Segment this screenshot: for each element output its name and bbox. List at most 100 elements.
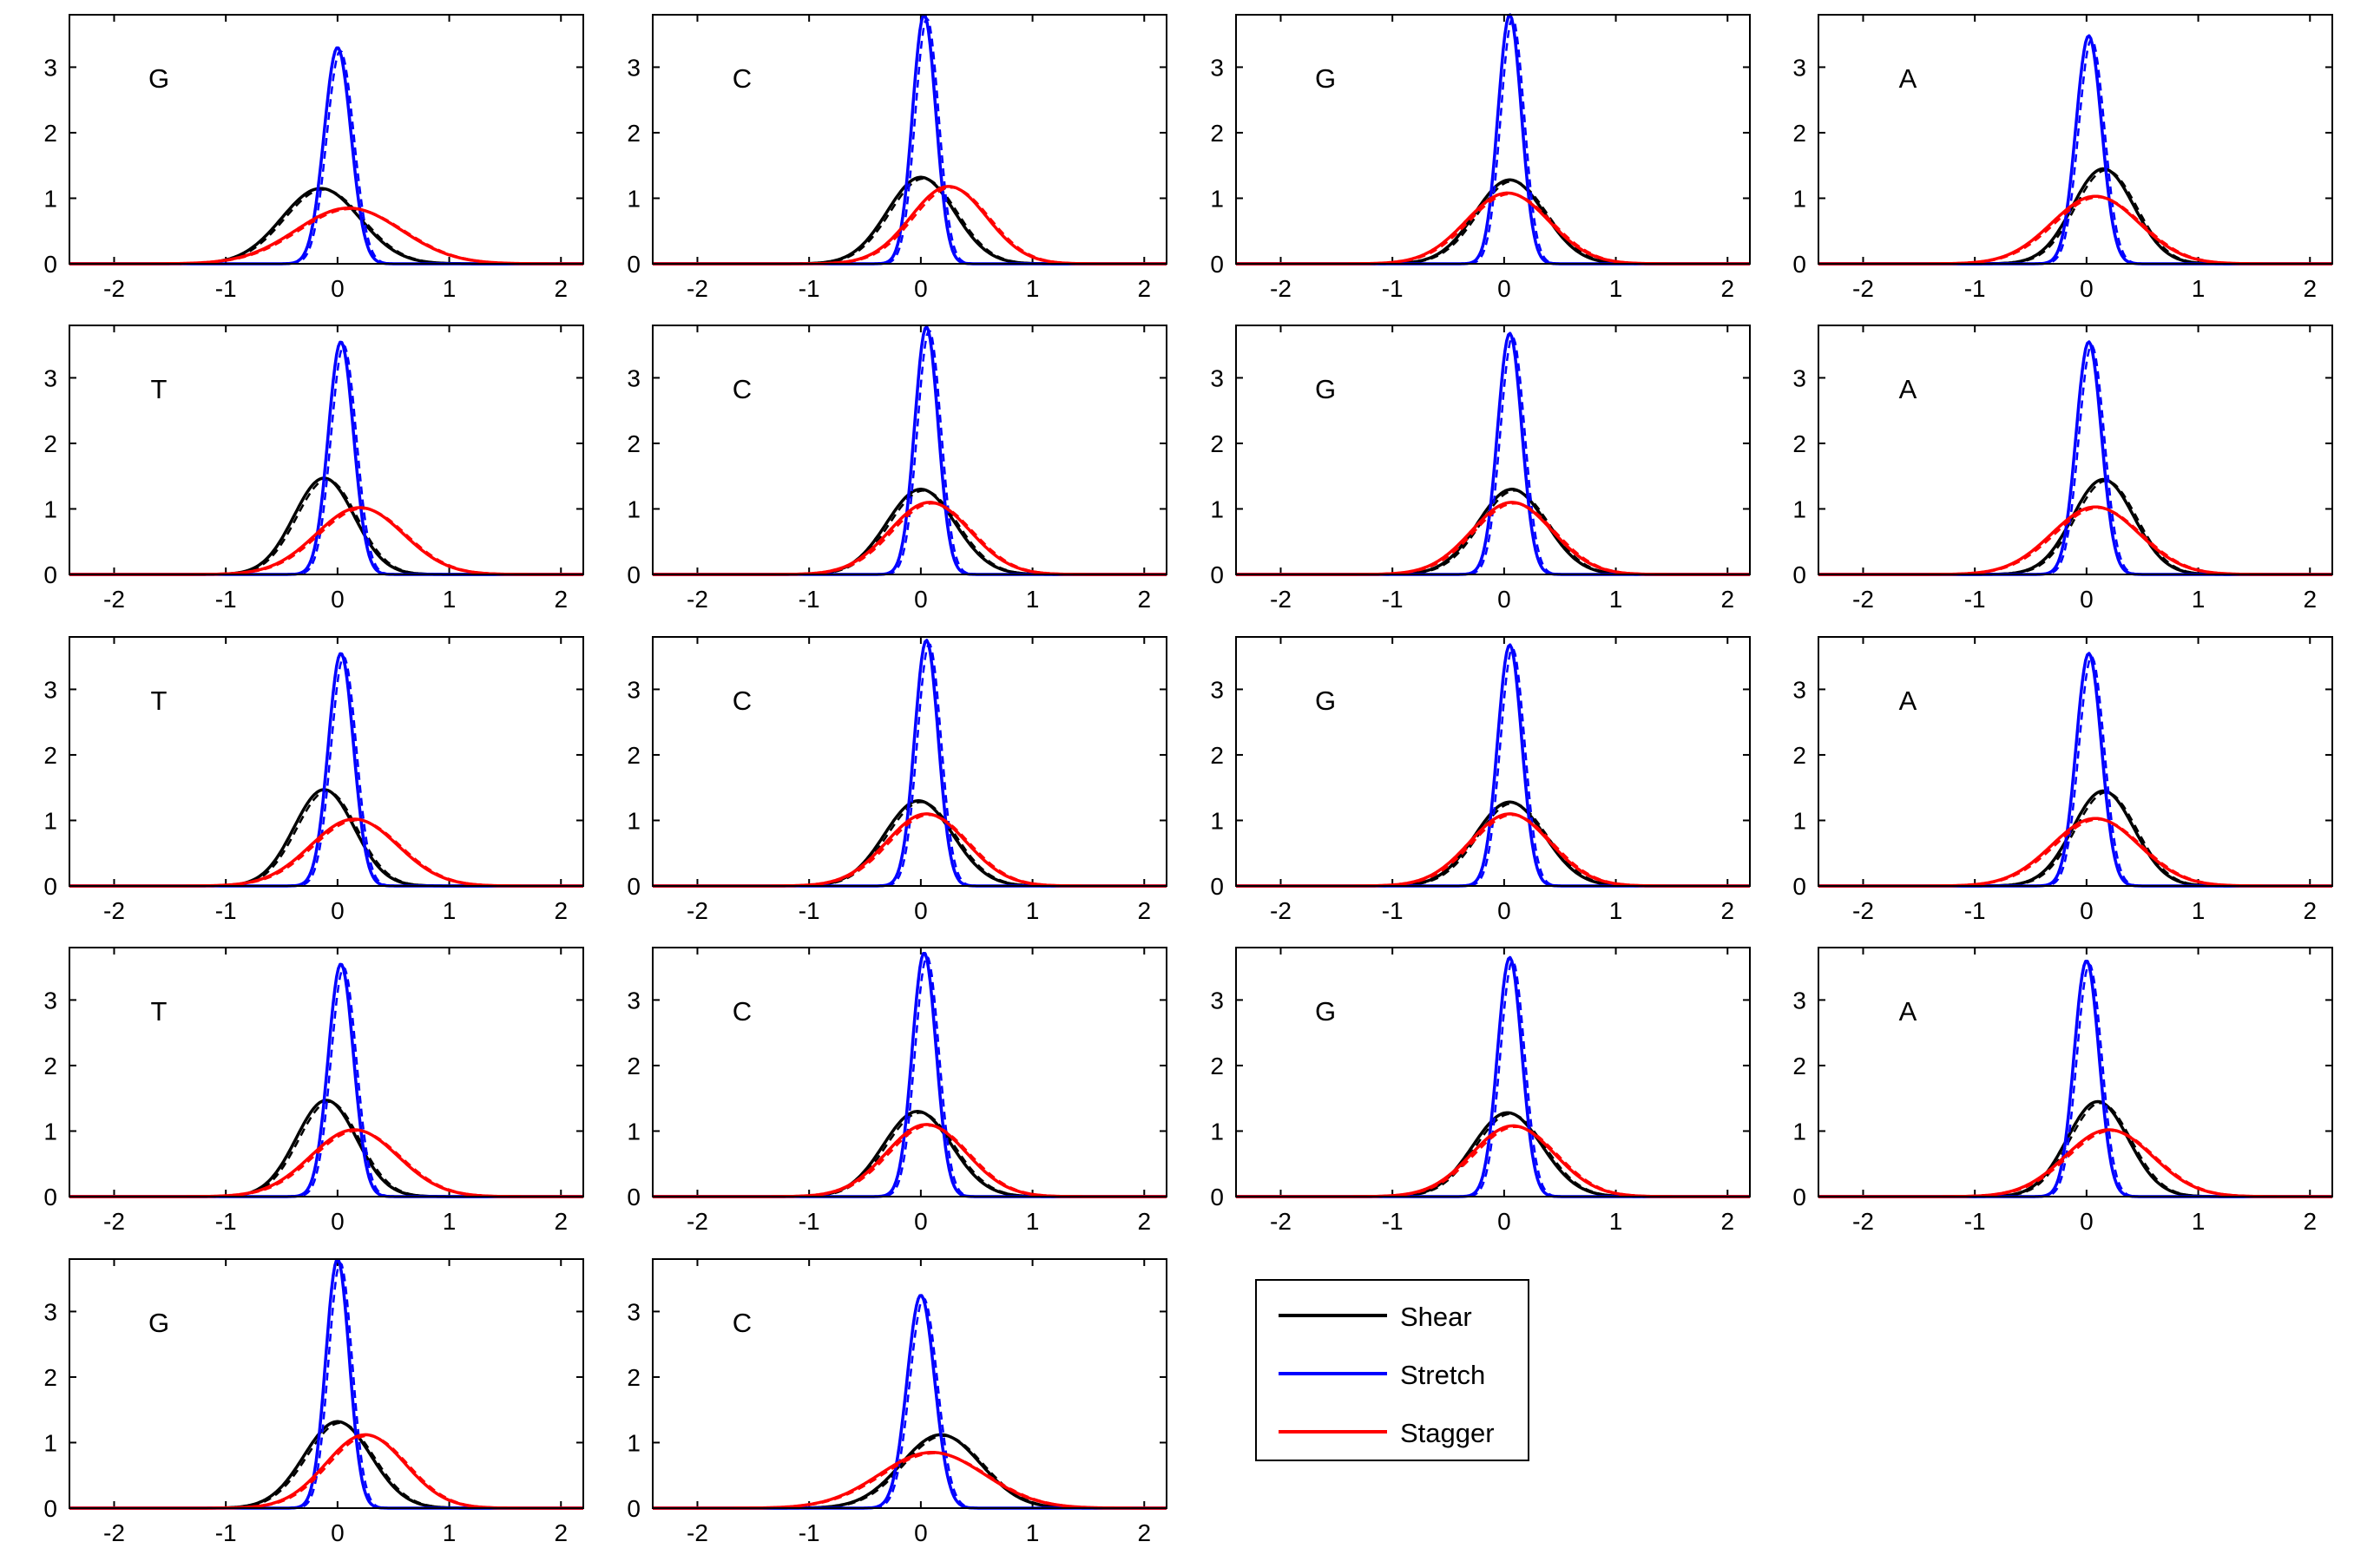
y-tick-label: 3 — [1210, 987, 1224, 1014]
x-tick-label: -2 — [1852, 275, 1874, 302]
panel-2: -2 -1 0 1 2 0 1 2 3 C — [627, 13, 1167, 302]
x-tick-label: 2 — [1720, 275, 1734, 302]
x-tick-label: 1 — [1026, 586, 1040, 613]
y-tick-label: 2 — [43, 430, 57, 457]
x-tick-label: -1 — [1964, 1208, 1986, 1235]
y-tick-label: 0 — [43, 561, 57, 588]
x-tick-label: 0 — [2080, 586, 2094, 613]
legend-entry-stretch: Stretch — [1279, 1360, 1485, 1390]
x-tick-label: -1 — [799, 1519, 820, 1546]
x-tick-label: 1 — [1609, 1208, 1623, 1235]
x-tick-label: 1 — [1026, 1519, 1040, 1546]
x-tick-label: 2 — [2303, 586, 2317, 613]
panel-plot-area — [69, 1259, 583, 1508]
panel-plot-area — [1236, 637, 1750, 886]
x-tick-label: -1 — [799, 1208, 820, 1235]
x-tick-label: -2 — [687, 275, 708, 302]
y-tick-label: 2 — [43, 120, 57, 147]
x-tick-label: 1 — [2192, 275, 2206, 302]
y-tick-label: 0 — [1210, 251, 1224, 278]
panel-6: -2 -1 0 1 2 0 1 2 3 C — [627, 325, 1167, 613]
x-tick-label: -1 — [1382, 1208, 1404, 1235]
x-tick-label: 1 — [2192, 586, 2206, 613]
x-tick-label: -1 — [1964, 897, 1986, 924]
y-tick-label: 1 — [1210, 495, 1224, 522]
y-tick-label: 2 — [1792, 120, 1806, 147]
x-tick-label: -2 — [1852, 586, 1874, 613]
panel-label: G — [1315, 686, 1336, 716]
y-tick-label: 2 — [43, 1364, 57, 1391]
y-tick-label: 0 — [1792, 561, 1806, 588]
panel-14: -2 -1 0 1 2 0 1 2 3 C — [627, 947, 1167, 1235]
x-tick-label: -1 — [1964, 275, 1986, 302]
x-tick-label: -1 — [799, 275, 820, 302]
panel-label: C — [733, 996, 752, 1027]
y-tick-label: 1 — [627, 495, 641, 522]
panel-plot-area — [653, 637, 1167, 886]
panel-12: -2 -1 0 1 2 0 1 2 3 A — [1792, 636, 2333, 924]
x-tick-label: 0 — [914, 1519, 928, 1546]
x-tick-label: 0 — [331, 1519, 345, 1546]
y-tick-label: 0 — [627, 561, 641, 588]
y-tick-label: 2 — [1210, 430, 1224, 457]
y-tick-label: 1 — [1210, 185, 1224, 212]
x-tick-label: 2 — [554, 897, 568, 924]
x-tick-label: 2 — [2303, 1208, 2317, 1235]
y-tick-label: 3 — [627, 1298, 641, 1325]
y-tick-label: 3 — [43, 987, 57, 1014]
panel-frame — [652, 1258, 1167, 1509]
panel-frame — [652, 14, 1167, 265]
panel-label: G — [148, 63, 169, 94]
x-tick-label: 1 — [1609, 586, 1623, 613]
y-tick-label: 1 — [627, 1118, 641, 1145]
y-tick-label: 0 — [1792, 873, 1806, 900]
x-tick-label: 0 — [1497, 275, 1511, 302]
x-tick-label: -1 — [215, 586, 237, 613]
panel-7: -2 -1 0 1 2 0 1 2 3 G — [1210, 325, 1751, 613]
y-tick-label: 1 — [627, 185, 641, 212]
x-tick-label: 2 — [554, 586, 568, 613]
y-tick-label: 3 — [43, 54, 57, 81]
panel-label: A — [1899, 686, 1917, 716]
y-tick-label: 1 — [1792, 1118, 1806, 1145]
panel-3: -2 -1 0 1 2 0 1 2 3 G — [1210, 13, 1751, 302]
x-tick-label: 2 — [1137, 1208, 1151, 1235]
legend-label-stretch: Stretch — [1400, 1360, 1485, 1390]
panel-frame — [652, 636, 1167, 887]
y-tick-label: 2 — [627, 742, 641, 769]
panel-label: T — [151, 374, 168, 404]
y-tick-label: 2 — [1792, 742, 1806, 769]
y-tick-label: 2 — [1210, 742, 1224, 769]
x-tick-label: 2 — [2303, 897, 2317, 924]
y-tick-label: 0 — [1210, 561, 1224, 588]
panel-label: A — [1899, 996, 1917, 1027]
x-tick-label: -2 — [1270, 275, 1292, 302]
panel-frame — [1818, 325, 2333, 575]
x-tick-label: 1 — [443, 897, 457, 924]
x-tick-label: 1 — [1609, 275, 1623, 302]
x-tick-label: 0 — [914, 586, 928, 613]
x-tick-label: 2 — [1137, 586, 1151, 613]
y-tick-label: 2 — [627, 430, 641, 457]
panel-plot-area — [1236, 325, 1750, 574]
x-tick-label: 1 — [1026, 897, 1040, 924]
panel-frame — [652, 325, 1167, 575]
y-tick-label: 3 — [1792, 364, 1806, 391]
x-tick-label: 2 — [1720, 586, 1734, 613]
x-tick-label: -2 — [687, 586, 708, 613]
panel-frame — [1235, 947, 1751, 1197]
x-tick-label: 0 — [2080, 275, 2094, 302]
x-tick-label: 0 — [2080, 1208, 2094, 1235]
x-tick-label: 1 — [2192, 897, 2206, 924]
panel-plot-area — [1236, 15, 1750, 264]
legend: Shear Stretch Stagger — [1255, 1279, 1529, 1461]
panel-frame — [1818, 636, 2333, 887]
panel-18: -2 -1 0 1 2 0 1 2 3 C — [627, 1258, 1167, 1546]
y-tick-label: 2 — [43, 742, 57, 769]
x-tick-label: -2 — [1270, 586, 1292, 613]
legend-entry-stagger: Stagger — [1279, 1418, 1495, 1448]
x-tick-label: 1 — [1609, 897, 1623, 924]
x-tick-label: 0 — [1497, 586, 1511, 613]
x-tick-label: 0 — [331, 1208, 345, 1235]
